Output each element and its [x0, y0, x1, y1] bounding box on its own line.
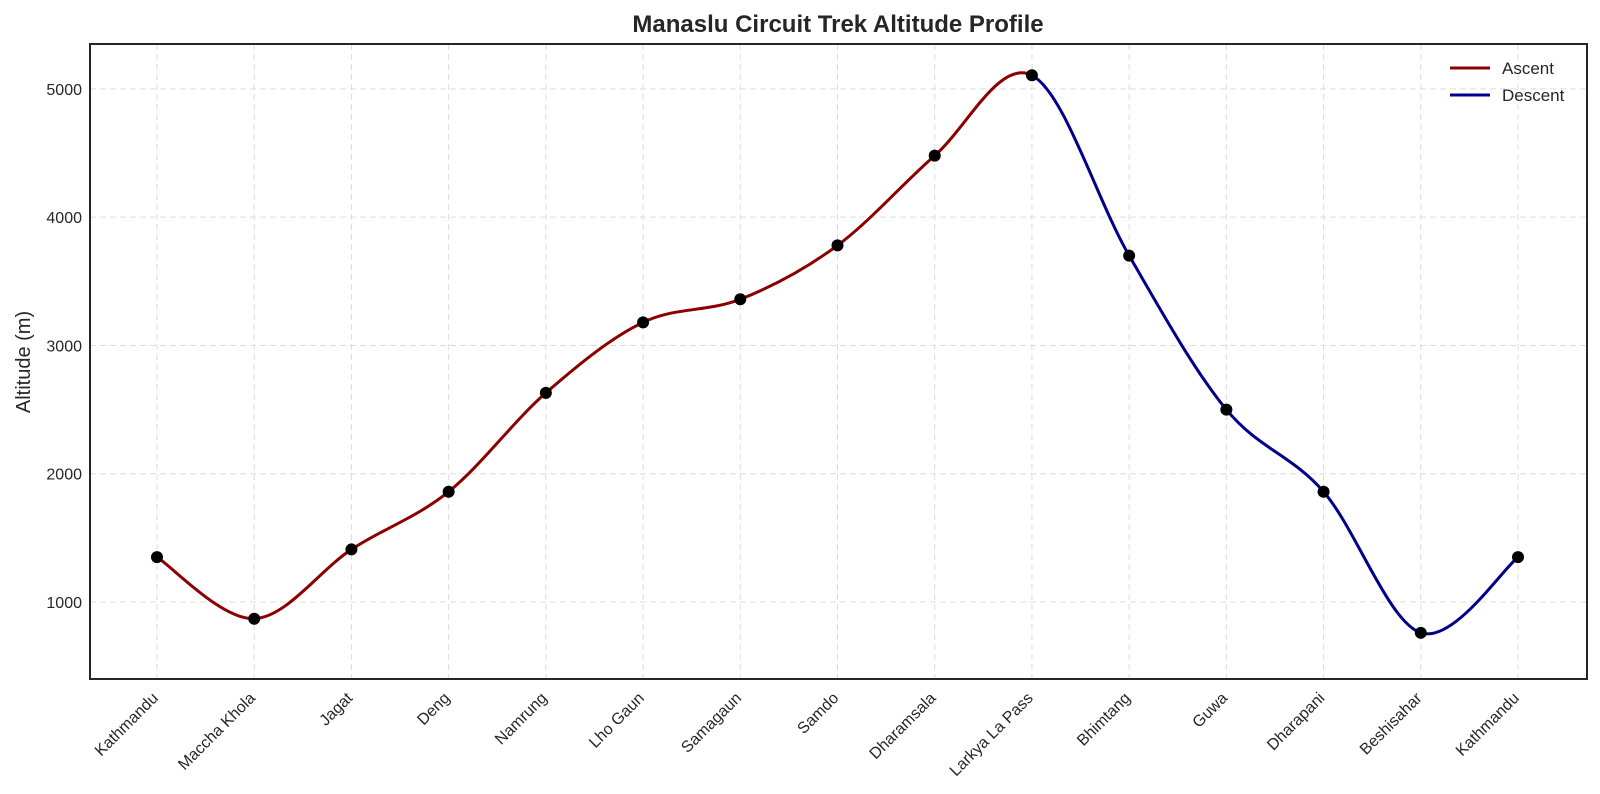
data-point — [151, 551, 163, 564]
y-tick-label: 3000 — [46, 338, 82, 355]
data-point — [345, 543, 358, 556]
series-line-ascent — [155, 71, 1034, 621]
grid-lines — [90, 44, 1587, 679]
plot-frame — [89, 43, 1588, 680]
legend: Ascent Descent — [1450, 59, 1565, 105]
series-line-descent — [1030, 73, 1520, 636]
x-tick-label: Deng — [414, 690, 453, 729]
x-tick-label: Dharamsala — [867, 690, 940, 763]
x-tick-label: Kathmandu — [92, 690, 162, 760]
data-point — [1317, 485, 1330, 498]
data-point — [734, 293, 747, 306]
data-point — [831, 239, 844, 252]
data-point — [539, 386, 552, 399]
data-point — [1220, 403, 1233, 416]
y-tick-label: 2000 — [46, 467, 82, 484]
x-tick-label: Larkya La Pass — [947, 690, 1037, 780]
x-tick-label: Jagat — [317, 689, 357, 729]
legend-label-descent: Descent — [1502, 86, 1565, 105]
y-tick-label: 4000 — [46, 210, 82, 227]
x-tick-label: Lho Gaun — [586, 690, 648, 752]
data-point — [1512, 551, 1524, 564]
data-point — [442, 485, 455, 498]
x-tick-label: Guwa — [1190, 690, 1232, 732]
x-tick-label: Kathmandu — [1453, 690, 1523, 760]
data-point — [1123, 249, 1136, 262]
data-markers — [151, 69, 1524, 639]
data-point — [1025, 69, 1038, 82]
x-tick-label: Samdo — [794, 690, 842, 738]
x-tick-label: Dharapani — [1264, 690, 1328, 754]
data-point — [928, 149, 941, 162]
data-point — [1414, 626, 1427, 639]
y-axis-label: Altitude (m) — [13, 311, 35, 413]
chart-title: Manaslu Circuit Trek Altitude Profile — [632, 11, 1043, 38]
x-tick-label: Namrung — [492, 690, 551, 749]
y-tick-label: 5000 — [46, 82, 82, 99]
y-tick-label: 1000 — [46, 595, 82, 612]
x-axis-ticks: Kathmandu Maccha Khola Jagat Deng Namrung Lho… — [92, 689, 1523, 779]
x-tick-label: Beshisahar — [1357, 689, 1426, 758]
x-tick-label: Samagaun — [678, 690, 745, 757]
x-tick-label: Maccha Khola — [175, 690, 259, 774]
y-axis-ticks: 1000 2000 3000 4000 5000 — [46, 82, 82, 612]
x-tick-label: Bhimtang — [1074, 690, 1134, 750]
data-point — [637, 316, 650, 329]
legend-label-ascent: Ascent — [1502, 59, 1554, 78]
data-point — [248, 612, 261, 625]
